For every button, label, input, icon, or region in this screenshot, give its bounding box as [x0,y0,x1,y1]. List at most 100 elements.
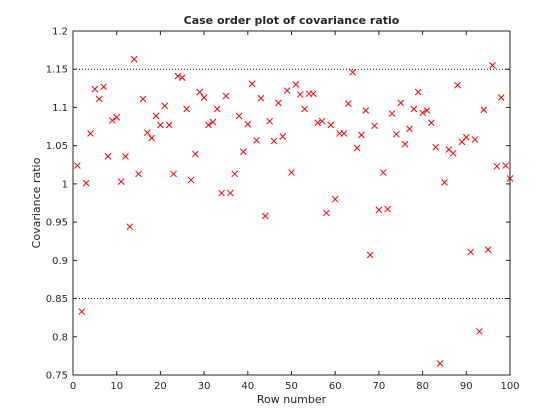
data-point [362,107,370,114]
data-point [436,360,444,367]
data-point [100,83,107,91]
data-point [139,95,147,103]
data-point [222,92,230,100]
data-point [331,195,339,203]
data-point [476,328,483,335]
y-tick-label: 0.9 [52,256,68,267]
data-point [205,121,212,129]
data-markers [74,55,514,367]
data-point [165,121,173,129]
data-point [406,125,413,133]
data-point [183,105,190,113]
data-point [454,81,461,89]
data-point [467,248,475,256]
data-point [170,170,177,178]
x-tick-label: 40 [241,381,254,392]
data-point [314,119,322,127]
data-point [366,251,374,259]
data-point [309,90,317,98]
data-point [423,107,431,114]
data-point [489,62,496,69]
y-axis-ticks: 0.75 0.8 0.85 0.9 0.95 1 1.05 1.1 1.15 1.2 [46,27,510,382]
data-point [371,122,378,130]
data-point [270,137,278,145]
x-axis-label: Row number [257,393,327,406]
plot-area [73,31,510,375]
data-point [344,100,352,107]
data-point [104,153,112,160]
data-point [218,189,225,197]
data-point [91,85,99,93]
data-point [296,91,304,98]
y-tick-label: 0.75 [46,371,68,382]
data-point [126,223,134,231]
data-point [192,150,199,158]
data-point [196,88,204,96]
data-point [187,176,195,184]
data-point [327,121,335,129]
data-point [74,162,81,169]
data-point [108,117,116,124]
y-tick-label: 1.2 [52,27,68,38]
data-point [248,80,256,88]
data-point [288,169,295,176]
data-point [148,134,156,142]
data-point [393,130,400,138]
data-point [388,110,396,117]
data-point [379,169,387,176]
data-point [257,94,265,102]
data-point [384,205,391,213]
data-point [318,117,326,125]
reference-lines [73,68,510,300]
x-tick-label: 100 [500,381,519,392]
data-point [213,105,221,113]
y-tick-label: 1.15 [46,65,68,76]
x-tick-label: 60 [329,381,342,392]
x-tick-label: 30 [198,381,211,392]
data-point [113,114,121,121]
x-tick-label: 50 [285,381,298,392]
data-point [401,140,409,148]
data-point [410,105,418,113]
y-tick-label: 0.95 [46,218,68,229]
data-point [174,72,182,80]
data-point [209,118,217,126]
data-point [82,179,90,187]
data-point [484,246,492,253]
y-tick-label: 1.1 [52,103,68,114]
data-point [375,206,383,214]
y-tick-label: 1 [62,179,68,190]
data-point [275,99,282,107]
data-point [135,170,142,178]
data-point [493,162,501,170]
data-point [279,133,287,140]
data-point [323,209,330,217]
data-point [122,153,129,160]
data-point [301,105,308,113]
data-point [502,162,509,169]
data-point [117,178,125,185]
data-point [235,112,243,120]
data-point [414,88,422,96]
data-point [78,308,86,315]
data-point [240,148,247,156]
data-point [358,131,365,139]
data-point [261,212,269,220]
x-tick-label: 10 [110,381,123,392]
data-point [157,121,164,129]
data-point [95,95,103,103]
data-point [231,170,239,178]
data-point [266,117,274,125]
data-point [253,136,260,144]
data-point [471,136,479,143]
data-point [340,130,348,137]
data-point [178,74,186,81]
x-tick-label: 70 [373,381,386,392]
data-point [292,81,300,88]
data-point [152,112,160,120]
x-tick-label: 80 [416,381,429,392]
data-point [143,129,151,137]
y-tick-label: 0.85 [46,294,68,305]
